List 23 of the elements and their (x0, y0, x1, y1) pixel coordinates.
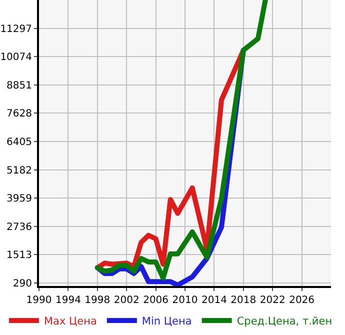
y-tick-label: 6405 (6, 137, 32, 148)
y-tick-label: 8851 (6, 80, 32, 92)
y-tick-label: 1513 (6, 250, 32, 262)
y-tick-label: 3959 (6, 194, 32, 205)
x-tick-label: 2018 (230, 295, 256, 306)
y-tick-label: 5182 (6, 165, 32, 176)
y-tick-label: 290 (12, 278, 32, 290)
y-tick-label: 2736 (6, 222, 32, 233)
x-tick-label: 2014 (201, 295, 227, 306)
x-tick-label: 1998 (84, 295, 110, 306)
x-tick-label: 1994 (55, 295, 81, 306)
x-tick-label: 2022 (260, 295, 286, 306)
legend-label: Сред.Цена, т.йен (236, 316, 332, 328)
x-tick-label: 2002 (114, 295, 140, 306)
x-tick-label: 2026 (289, 295, 315, 306)
x-tick-label: 2006 (143, 295, 169, 306)
legend-label: Min Цена (142, 316, 192, 328)
legend-label: Max Цена (44, 316, 97, 328)
y-tick-label: 11297 (0, 24, 32, 35)
y-tick-label: 7628 (6, 108, 32, 120)
y-tick-label: 10074 (0, 52, 32, 64)
x-tick-label: 1990 (26, 295, 52, 306)
x-tick-label: 2010 (172, 295, 198, 306)
